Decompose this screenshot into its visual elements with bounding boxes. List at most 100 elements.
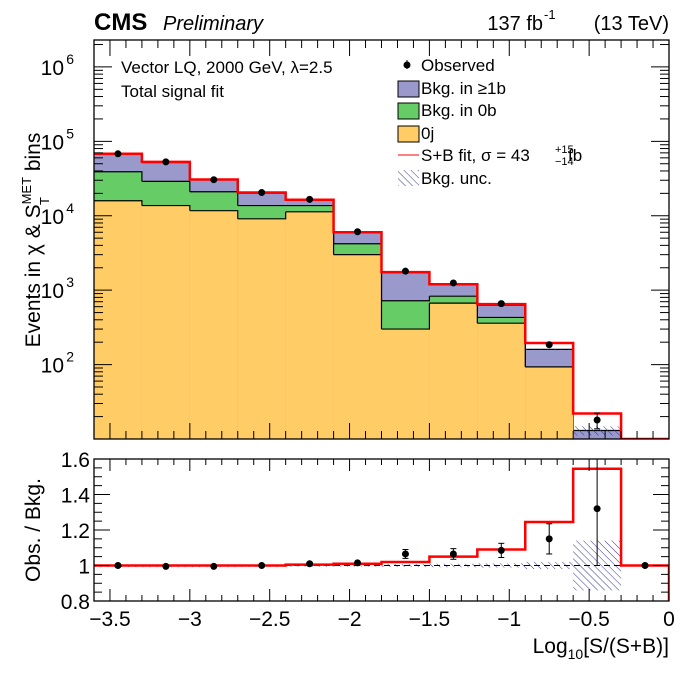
lumi-label: 137 fb — [487, 13, 543, 35]
fit-type-label: Total signal fit — [121, 82, 224, 101]
signal-model-label: Vector LQ, 2000 GeV, λ=2.5 — [121, 58, 333, 77]
observed-point-1 — [114, 150, 122, 158]
legend-label-observed: Observed — [421, 56, 495, 75]
observed-point-2 — [162, 158, 170, 166]
ratio-point-7 — [401, 550, 409, 558]
lower-y-axis-title: Obs. / Bkg. — [22, 478, 45, 582]
x-tick-label: −3.5 — [89, 608, 130, 631]
upper-y-axis-title: Events in χ & SMET T bins — [19, 133, 52, 348]
ratio-unc-band-bin-8 — [429, 563, 478, 568]
y-tick-label-exponent: 4 — [66, 200, 74, 216]
legend-entry-observed: Observed — [403, 56, 495, 75]
legend-observed-marker — [403, 61, 411, 69]
legend-label-0j: 0j — [421, 124, 434, 143]
bar-0j-bin-6 — [333, 254, 382, 439]
observed-point-11 — [593, 416, 601, 424]
y-tick-label: 10 — [41, 131, 64, 154]
upper-observed-points — [114, 150, 601, 430]
ratio-point-12 — [641, 562, 649, 569]
y-title-tail: bins — [22, 133, 45, 177]
y-tick-label: 10 — [41, 355, 64, 378]
bar-0j-bin-4 — [237, 218, 286, 439]
ratio-point-11 — [593, 505, 601, 513]
y-tick-label: 10 — [41, 57, 64, 80]
legend-splusb-sub: −14 — [555, 156, 574, 168]
bar-0j-bin-7 — [381, 329, 430, 439]
x-tick-label: −1 — [497, 608, 521, 631]
bar-0j-bin-5 — [285, 211, 334, 439]
ratio-point-4 — [258, 562, 266, 569]
legend-entry-bkg-unc: Bkg. unc. — [398, 169, 492, 188]
x-title-sub: 10 — [568, 646, 584, 662]
legend-splusb-unit: fb — [568, 146, 582, 165]
upper-histograms — [94, 152, 669, 439]
y-tick-label: 10 — [41, 280, 64, 303]
ratio-point-9 — [497, 546, 505, 554]
ratio-y-tick-label: 0.8 — [61, 591, 90, 614]
y-title-main: Events in χ & S — [22, 204, 45, 347]
legend-swatch-bkg-0b — [397, 102, 420, 120]
ratio-y-tick-label: 1.4 — [61, 485, 91, 508]
ratio-y-tick-label: 1.6 — [61, 449, 90, 472]
ratio-point-5 — [306, 560, 314, 568]
observed-point-8 — [449, 279, 457, 287]
bar-0j-bin-9 — [477, 323, 526, 439]
ratio-observed-points — [114, 459, 649, 570]
y-tick-label-exponent: 6 — [66, 51, 74, 67]
legend-splusb-sup: +15 — [555, 144, 574, 156]
x-title-tail: [S/(S+B)] — [583, 635, 669, 658]
ratio-point-2 — [162, 562, 170, 570]
legend-entry-bkg-ge1b: Bkg. in ≥1b — [397, 79, 506, 98]
bar-0j-bin-8 — [429, 303, 478, 439]
x-tick-label: −0.5 — [568, 608, 609, 631]
legend: Observed Bkg. in ≥1b Bkg. in 0b 0j S+B f… — [397, 56, 582, 188]
observed-point-3 — [210, 176, 218, 184]
lumi-exponent: -1 — [544, 7, 556, 22]
legend-label-bkg-unc: Bkg. unc. — [421, 169, 492, 188]
splusb-fit-line — [94, 152, 669, 439]
cms-label: CMS — [94, 9, 147, 36]
x-tick-label: −3 — [178, 608, 202, 631]
bar-0j-bin-10 — [525, 366, 574, 439]
ratio-point-8 — [449, 550, 457, 558]
legend-swatch-0j — [397, 125, 420, 143]
observed-point-9 — [497, 300, 505, 308]
x-tick-label: −2.5 — [249, 608, 290, 631]
x-title-log: Log — [533, 635, 568, 658]
x-axis-title: Log10[S/(S+B)] — [533, 635, 669, 662]
x-tick-label: 0 — [663, 608, 675, 631]
observed-point-4 — [258, 189, 266, 197]
legend-label-bkg-ge1b: Bkg. in ≥1b — [421, 79, 506, 98]
y-tick-label-exponent: 3 — [66, 274, 74, 290]
y-title-sub: T — [37, 197, 52, 205]
ratio-point-3 — [210, 562, 218, 570]
x-tick-label: −2 — [338, 608, 362, 631]
x-tick-label: −1.5 — [409, 608, 450, 631]
ratio-point-1 — [114, 562, 122, 569]
bkg-unc-band-bin-11 — [573, 426, 622, 436]
observed-point-5 — [306, 195, 314, 203]
ratio-point-10 — [545, 535, 553, 543]
bar-0j-bin-2 — [141, 205, 190, 439]
lower-axes: 0.8 1 1.2 1.4 1.6 −3.5 −3 −2.5 −2 −1.5 −1 −0.5 0 — [61, 449, 675, 631]
y-title-sup: MET — [19, 177, 34, 205]
preliminary-label: Preliminary — [163, 13, 264, 35]
legend-label-splusb: S+B fit, σ = 43 — [421, 146, 530, 165]
ratio-y-tick-label: 1 — [78, 556, 90, 579]
legend-entry-splusb: S+B fit, σ = 43 +15 −14 fb — [398, 144, 582, 168]
legend-swatch-bkg-ge1b — [397, 80, 420, 98]
legend-entry-0j: 0j — [397, 124, 434, 143]
y-tick-label: 10 — [41, 206, 64, 229]
legend-label-bkg-0b: Bkg. in 0b — [421, 101, 497, 120]
bkg-unc-band-bin-10 — [525, 348, 574, 351]
observed-point-6 — [354, 228, 362, 236]
ratio-point-6 — [354, 559, 362, 567]
observed-point-10 — [545, 341, 553, 349]
energy-label: (13 TeV) — [594, 13, 669, 35]
y-tick-label-exponent: 5 — [66, 125, 74, 141]
ratio-unc-band-bin-9 — [477, 563, 526, 568]
ratio-y-tick-label: 1.2 — [61, 520, 90, 543]
legend-entry-bkg-0b: Bkg. in 0b — [397, 101, 497, 120]
